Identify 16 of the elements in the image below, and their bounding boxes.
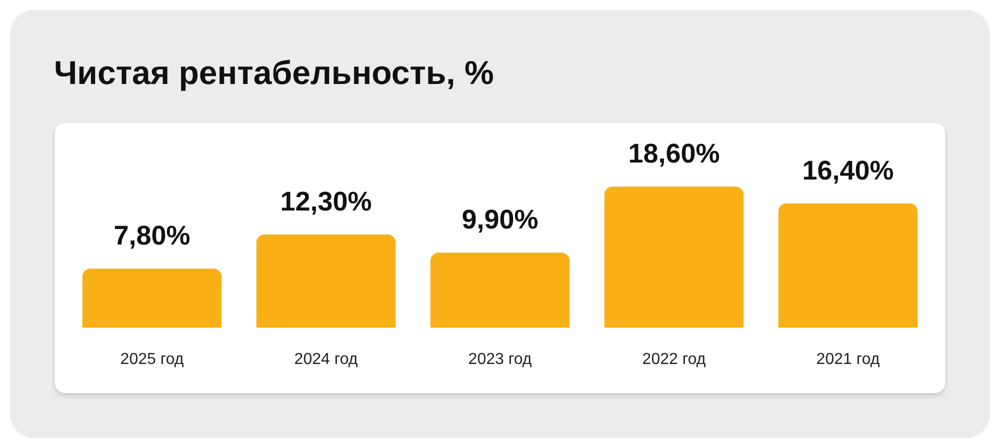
x-tick-label: 2025 год bbox=[120, 350, 184, 368]
data-label: 18,60% bbox=[628, 138, 720, 169]
data-label: 16,40% bbox=[802, 155, 894, 186]
data-label: 12,30% bbox=[280, 186, 372, 216]
x-tick-label: 2021 год bbox=[816, 350, 880, 368]
bar bbox=[778, 203, 918, 328]
bar bbox=[430, 252, 570, 328]
x-tick-label: 2023 год bbox=[468, 350, 532, 368]
x-tick-label: 2024 год bbox=[294, 350, 358, 368]
x-tick-label: 2022 год bbox=[642, 350, 706, 368]
chart-title: Чистая рентабельность, % bbox=[54, 54, 494, 92]
data-label: 9,90% bbox=[462, 204, 538, 235]
data-label: 7,80% bbox=[114, 220, 190, 251]
bar bbox=[82, 268, 222, 328]
bar bbox=[604, 186, 744, 328]
bar bbox=[256, 234, 396, 328]
